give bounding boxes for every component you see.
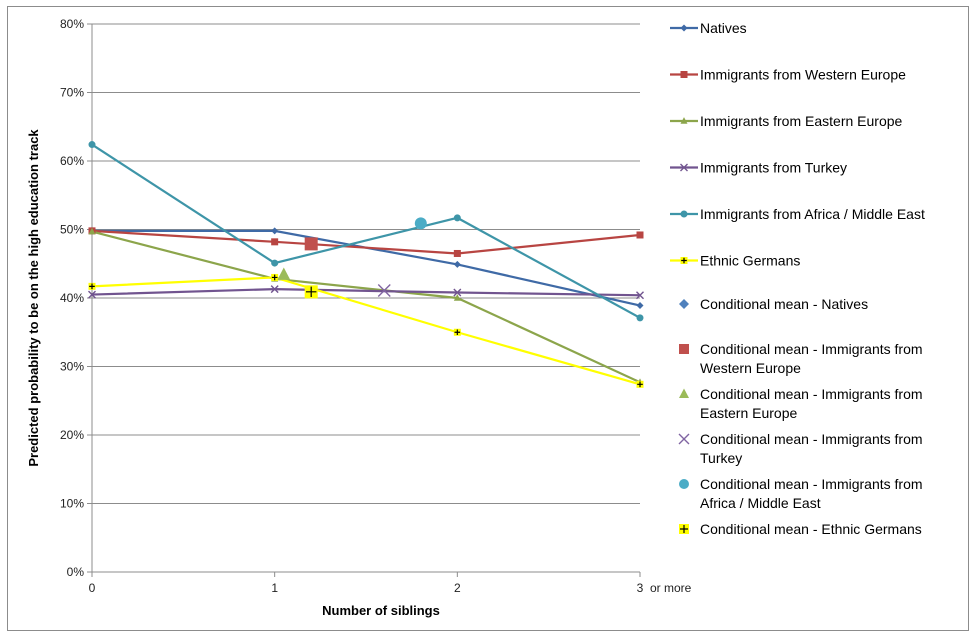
legend-item: Ethnic Germans [670,253,800,269]
conditional-mean-point [377,283,391,297]
data-point [453,214,461,222]
y-tick-label: 70% [60,86,84,100]
legend-marker [680,163,688,172]
x-axis-ticks: 0 1 2 3 or more [89,572,692,595]
data-point [88,290,96,299]
x-tick-label: 2 [454,581,461,595]
legend-marker [679,479,689,489]
legend-item: Conditional mean - Immigrants from Wester… [679,341,923,376]
legend-label: Turkey [700,450,742,466]
legend-label: Immigrants from Africa / Middle East [700,206,925,222]
legend-label: Natives [700,20,747,36]
x-tick-label: 3 [637,581,644,595]
y-tick-label: 0% [67,565,85,579]
data-point [453,294,461,301]
data-point [636,380,644,388]
data-point [636,291,644,300]
conditional-mean-point [277,267,291,280]
legend-label: Conditional mean - Natives [700,296,868,312]
legend-label: Ethnic Germans [700,253,800,269]
data-point [636,302,644,310]
legend-item: Conditional mean - Immigrants from Africa… [679,476,923,511]
series-lines [91,143,641,386]
chart-area: 0% 10% 20% 30% 40% 50% 60% 70% 80% 0 1 2 3 or more N… [7,6,969,631]
legend-label: Conditional mean - Immigrants from [700,431,923,447]
gridlines [92,23,640,504]
legend-item: Immigrants from Western Europe [670,67,906,83]
data-point [636,314,644,322]
y-axis-ticks: 0% 10% 20% 30% 40% 50% 60% 70% 80% [60,17,92,579]
legend: Natives Immigrants from Western Europe Imm… [670,20,925,537]
legend-marker [680,71,688,78]
legend-marker [680,24,688,32]
x-tick-label-suffix: or more [650,581,692,595]
legend-marker [679,524,689,534]
legend-label: Conditional mean - Ethnic Germans [700,521,922,537]
series-line [91,230,641,384]
y-tick-label: 50% [60,223,84,237]
data-point [271,238,279,246]
data-point [271,227,279,235]
conditional-mean-point [304,285,318,299]
legend-label: Immigrants from Eastern Europe [700,113,903,129]
y-tick-label: 10% [60,497,84,511]
legend-marker [680,257,688,264]
legend-label: Western Europe [700,360,801,376]
legend-item: Conditional mean - Ethnic Germans [679,521,922,537]
legend-label: Eastern Europe [700,405,797,421]
legend-item: Immigrants from Africa / Middle East [670,206,925,222]
legend-marker [679,299,689,309]
legend-item: Conditional mean - Natives [679,296,868,312]
data-point [271,273,279,281]
series-line [91,276,641,386]
legend-label: Africa / Middle East [700,495,821,511]
series-line [91,287,641,297]
series-line [91,143,641,319]
legend-marker [678,433,690,445]
data-point [453,249,461,257]
data-point [453,288,462,297]
legend-marker [679,388,689,398]
y-tick-label: 40% [60,291,84,305]
x-tick-label: 0 [89,581,96,595]
legend-label: Conditional mean - Immigrants from [700,341,923,357]
data-point [453,260,461,268]
data-point [636,231,644,239]
conditional-mean-point [414,217,427,230]
conditional-mean-point [304,237,318,251]
line-chart: 0% 10% 20% 30% 40% 50% 60% 70% 80% 0 1 2 3 or more N… [26,17,925,618]
legend-label: Immigrants from Western Europe [700,67,906,83]
legend-marker [680,210,688,218]
legend-item: Conditional mean - Immigrants from Turkey [678,431,923,466]
legend-item: Immigrants from Eastern Europe [670,113,903,129]
data-point [453,328,461,336]
legend-marker [679,344,689,354]
data-point [270,285,279,294]
y-tick-label: 80% [60,17,84,31]
x-axis-title: Number of siblings [322,603,440,618]
data-point [88,282,96,290]
legend-marker [680,117,688,124]
data-point [271,259,279,267]
series-markers [88,141,644,388]
y-axis-title: Predicted probability to be on the high … [26,129,41,467]
y-tick-label: 60% [60,154,84,168]
legend-label: Conditional mean - Immigrants from [700,476,923,492]
y-tick-label: 20% [60,428,84,442]
legend-item: Conditional mean - Immigrants from Easter… [679,386,923,421]
y-tick-label: 30% [60,360,84,374]
legend-item: Natives [670,20,747,36]
legend-label: Conditional mean - Immigrants from [700,386,923,402]
legend-label: Immigrants from Turkey [700,160,847,176]
data-point [88,141,96,149]
series-line [91,229,641,255]
conditional-mean-markers [277,217,427,299]
x-tick-label: 1 [271,581,278,595]
data-point [88,227,96,235]
legend-item: Immigrants from Turkey [670,160,847,176]
